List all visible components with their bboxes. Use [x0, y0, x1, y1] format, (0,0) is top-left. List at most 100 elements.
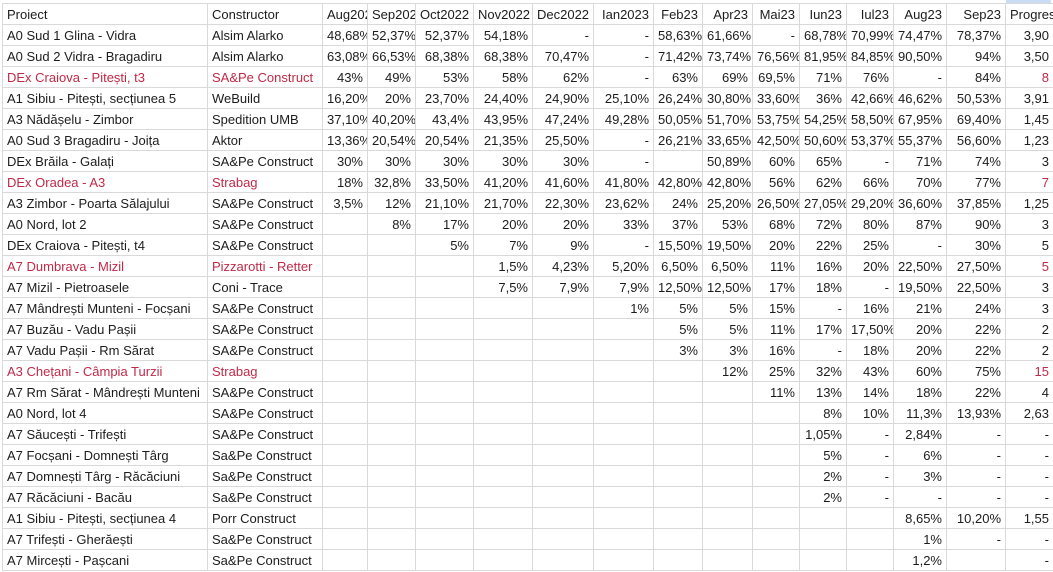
cell-proiect[interactable]: A7 Mizil - Pietroasele — [2, 276, 208, 298]
cell-value[interactable]: 20% — [893, 339, 947, 361]
cell-value[interactable]: 6,50% — [702, 255, 753, 277]
cell-value[interactable] — [367, 402, 416, 424]
cell-progres[interactable]: 2 — [1005, 339, 1053, 361]
cell-value[interactable] — [702, 423, 753, 445]
cell-value[interactable]: 41,20% — [473, 171, 533, 193]
cell-value[interactable]: 56,60% — [946, 129, 1006, 151]
cell-contractor[interactable]: SA&Pe Construct — [207, 339, 323, 361]
cell-value[interactable]: 68,38% — [415, 45, 474, 67]
cell-value[interactable] — [532, 297, 594, 319]
cell-value[interactable]: 50,05% — [653, 108, 703, 130]
cell-value[interactable] — [593, 486, 654, 508]
cell-value[interactable] — [322, 339, 368, 361]
cell-value[interactable]: - — [593, 129, 654, 151]
cell-value[interactable]: - — [893, 486, 947, 508]
cell-value[interactable] — [593, 507, 654, 529]
cell-value[interactable]: 1,5% — [473, 255, 533, 277]
cell-value[interactable]: 47,24% — [532, 108, 594, 130]
cell-value[interactable]: 11% — [752, 255, 800, 277]
cell-value[interactable]: 13% — [799, 381, 847, 403]
cell-value[interactable]: 33,65% — [702, 129, 753, 151]
cell-value[interactable]: 53,75% — [752, 108, 800, 130]
cell-value[interactable]: 9% — [532, 234, 594, 256]
cell-value[interactable]: 62% — [799, 171, 847, 193]
cell-value[interactable]: 19,50% — [893, 276, 947, 298]
cell-value[interactable]: 68,38% — [473, 45, 533, 67]
cell-value[interactable]: 22% — [946, 318, 1006, 340]
cell-value[interactable]: 21% — [893, 297, 947, 319]
cell-value[interactable] — [322, 297, 368, 319]
cell-value[interactable]: - — [946, 528, 1006, 550]
cell-value[interactable] — [702, 507, 753, 529]
cell-proiect[interactable]: A7 Săucești - Trifești — [2, 423, 208, 445]
cell-proiect[interactable]: A7 Buzău - Vadu Pașii — [2, 318, 208, 340]
cell-value[interactable]: 25% — [846, 234, 894, 256]
cell-value[interactable]: 5% — [799, 444, 847, 466]
cell-progres[interactable]: 3 — [1005, 213, 1053, 235]
cell-value[interactable] — [593, 339, 654, 361]
cell-value[interactable]: 84% — [946, 66, 1006, 88]
cell-contractor[interactable]: SA&Pe Construct — [207, 423, 323, 445]
cell-value[interactable] — [415, 444, 474, 466]
cell-value[interactable]: 5% — [653, 297, 703, 319]
cell-value[interactable]: 22% — [799, 234, 847, 256]
cell-value[interactable]: 49,28% — [593, 108, 654, 130]
cell-contractor[interactable]: Pizzarotti - Retter — [207, 255, 323, 277]
cell-value[interactable] — [415, 255, 474, 277]
cell-value[interactable]: 8% — [799, 402, 847, 424]
cell-value[interactable]: 60% — [752, 150, 800, 172]
cell-value[interactable] — [415, 528, 474, 550]
cell-proiect[interactable]: DEx Craiova - Pitești, t4 — [2, 234, 208, 256]
cell-value[interactable] — [653, 444, 703, 466]
cell-value[interactable] — [322, 465, 368, 487]
cell-value[interactable] — [367, 507, 416, 529]
cell-value[interactable] — [653, 150, 703, 172]
cell-value[interactable]: 74% — [946, 150, 1006, 172]
cell-value[interactable]: - — [593, 45, 654, 67]
cell-value[interactable] — [473, 402, 533, 424]
cell-value[interactable] — [653, 402, 703, 424]
cell-contractor[interactable]: Aktor — [207, 129, 323, 151]
cell-progres[interactable]: 4 — [1005, 381, 1053, 403]
cell-value[interactable]: 19,50% — [702, 234, 753, 256]
cell-value[interactable]: 62% — [532, 66, 594, 88]
cell-value[interactable] — [593, 423, 654, 445]
cell-proiect[interactable]: A3 Zimbor - Poarta Sălajului — [2, 192, 208, 214]
cell-proiect[interactable]: A7 Rm Sărat - Mândrești Munteni — [2, 381, 208, 403]
cell-value[interactable] — [532, 339, 594, 361]
cell-value[interactable]: 37,10% — [322, 108, 368, 130]
cell-value[interactable] — [473, 444, 533, 466]
cell-value[interactable]: 67,95% — [893, 108, 947, 130]
cell-value[interactable]: 42,50% — [752, 129, 800, 151]
cell-value[interactable] — [322, 213, 368, 235]
cell-proiect[interactable]: A0 Sud 3 Bragadiru - Joița — [2, 129, 208, 151]
column-header-progres[interactable]: Progres — [1005, 3, 1053, 25]
cell-value[interactable] — [415, 486, 474, 508]
cell-value[interactable] — [322, 276, 368, 298]
cell-value[interactable]: 29,20% — [846, 192, 894, 214]
cell-value[interactable]: 68,78% — [799, 24, 847, 46]
cell-value[interactable]: 20,54% — [415, 129, 474, 151]
cell-value[interactable]: 40,20% — [367, 108, 416, 130]
cell-contractor[interactable]: Sa&Pe Construct — [207, 549, 323, 571]
cell-value[interactable]: 7,9% — [532, 276, 594, 298]
cell-value[interactable]: 25% — [752, 360, 800, 382]
cell-value[interactable]: 1% — [893, 528, 947, 550]
cell-value[interactable] — [846, 528, 894, 550]
cell-value[interactable]: - — [946, 423, 1006, 445]
cell-value[interactable] — [473, 507, 533, 529]
cell-value[interactable] — [593, 549, 654, 571]
column-header-iun23[interactable]: Iun23 — [799, 3, 847, 25]
cell-value[interactable]: - — [752, 24, 800, 46]
cell-value[interactable]: 27,05% — [799, 192, 847, 214]
cell-value[interactable]: 21,70% — [473, 192, 533, 214]
cell-proiect[interactable]: A0 Sud 1 Glina - Vidra — [2, 24, 208, 46]
cell-value[interactable]: 71,42% — [653, 45, 703, 67]
cell-value[interactable]: 20% — [532, 213, 594, 235]
cell-value[interactable]: 32,8% — [367, 171, 416, 193]
cell-value[interactable]: 16% — [846, 297, 894, 319]
cell-value[interactable] — [473, 381, 533, 403]
cell-value[interactable] — [532, 402, 594, 424]
cell-value[interactable]: 53% — [415, 66, 474, 88]
cell-proiect[interactable]: A0 Nord, lot 4 — [2, 402, 208, 424]
